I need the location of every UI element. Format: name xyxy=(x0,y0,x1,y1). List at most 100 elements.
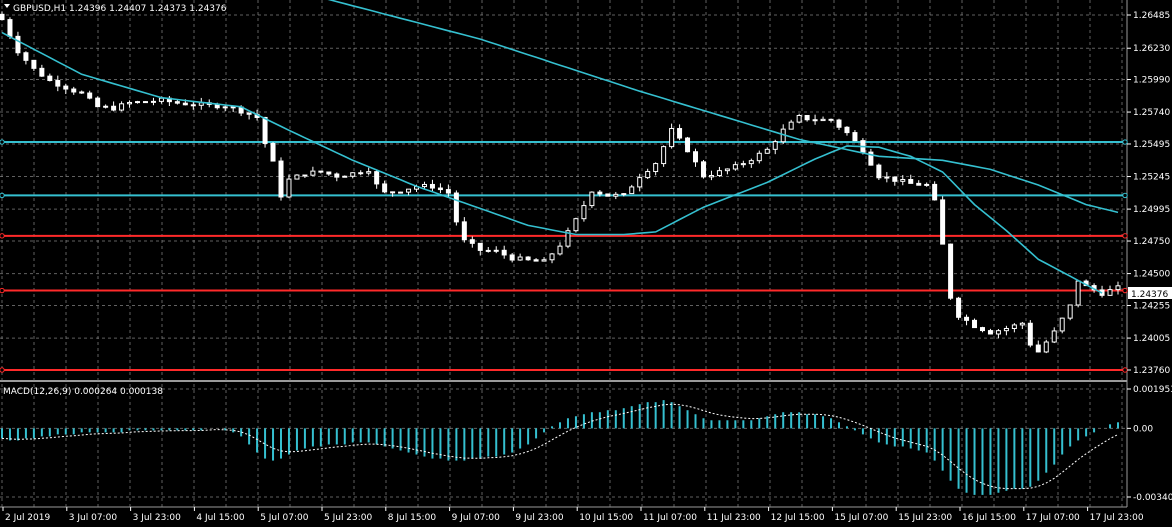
candle-body xyxy=(589,191,595,207)
candle-body xyxy=(182,102,188,106)
price-scale[interactable]: 1.26485 1.26230 1.25990 1.25740 1.25495 1.252… xyxy=(1127,11,1170,376)
candle-body xyxy=(485,249,491,252)
level-handle-icon[interactable] xyxy=(1122,367,1128,373)
candle-body xyxy=(222,106,228,109)
candle-body xyxy=(55,80,61,87)
candle-body xyxy=(621,193,627,196)
candle-body xyxy=(493,249,499,252)
candle-body xyxy=(716,170,722,176)
candle-body xyxy=(979,327,985,332)
current-price-label: 1.24376 xyxy=(1128,287,1172,300)
candle-body xyxy=(278,160,284,198)
candle-body xyxy=(820,118,826,122)
candle-body xyxy=(804,114,810,121)
candle-body xyxy=(557,245,563,255)
candle-body xyxy=(972,319,978,329)
moving-average-slow xyxy=(327,0,1119,214)
moving-average-fast xyxy=(1,31,1103,294)
candle-body xyxy=(884,176,890,179)
price-label: 1.25740 xyxy=(1133,108,1170,118)
macd-scale-label: 0.001953 xyxy=(1133,385,1172,395)
candle-body xyxy=(350,172,356,177)
candle-body xyxy=(1075,280,1081,306)
level-handle-icon[interactable] xyxy=(0,192,5,199)
candle-body xyxy=(541,259,547,262)
candle-body xyxy=(637,177,643,188)
level-handle-icon[interactable] xyxy=(0,139,5,145)
macd-pane[interactable] xyxy=(0,382,1127,507)
candle-body xyxy=(964,316,970,321)
candle-body xyxy=(374,171,380,185)
price-label: 1.25245 xyxy=(1133,173,1170,183)
level-handle-icon[interactable] xyxy=(0,287,5,294)
candle-body xyxy=(39,67,45,77)
macd-title: MACD(12,26,9) 0.000264 0.000138 xyxy=(3,387,163,397)
candle-body xyxy=(31,59,37,69)
candle-body xyxy=(334,173,340,178)
candle-body xyxy=(828,118,834,121)
candle-body xyxy=(900,178,906,182)
time-label: 17 Jul 23:00 xyxy=(1090,513,1144,523)
level-handle-icon[interactable] xyxy=(1122,287,1128,294)
candle-body xyxy=(366,171,372,174)
time-label: 9 Jul 23:00 xyxy=(515,513,564,523)
candle-body xyxy=(916,182,922,186)
price-label: 1.23760 xyxy=(1133,366,1170,376)
macd-histogram xyxy=(1,400,1119,495)
candle-body xyxy=(135,101,141,104)
candle-body xyxy=(421,183,427,188)
time-label: 5 Jul 23:00 xyxy=(324,513,373,523)
candle-body xyxy=(398,191,404,194)
candle-body xyxy=(645,171,651,179)
candle-body xyxy=(142,101,148,104)
candle-body xyxy=(111,105,117,111)
candle-body xyxy=(342,175,348,178)
candle-body xyxy=(0,13,5,21)
time-label: 15 Jul 07:00 xyxy=(834,513,888,523)
candle-body xyxy=(445,189,451,194)
candle-body xyxy=(677,128,683,139)
time-label: 8 Jul 15:00 xyxy=(388,513,437,523)
candle-body xyxy=(852,132,858,142)
candle-body xyxy=(995,330,1001,335)
level-handle-icon[interactable] xyxy=(1122,233,1128,239)
candle-body xyxy=(892,176,898,182)
time-label: 4 Jul 15:00 xyxy=(196,513,245,523)
candle-body xyxy=(756,152,762,162)
candle-body xyxy=(844,126,850,134)
candle-body xyxy=(987,330,993,335)
time-label: 3 Jul 07:00 xyxy=(69,513,118,523)
candle-body xyxy=(533,259,539,262)
candle-body xyxy=(246,112,252,115)
candle-body xyxy=(868,151,874,166)
level-handle-icon[interactable] xyxy=(1122,139,1128,145)
chart-title: GBPUSD,H1 1.24396 1.24407 1.24373 1.2437… xyxy=(13,4,227,14)
triangle-down-icon[interactable] xyxy=(4,4,10,8)
candle-body xyxy=(1003,327,1009,332)
candle-body xyxy=(1027,322,1033,346)
candle-body xyxy=(812,119,818,122)
level-handle-icon[interactable] xyxy=(0,367,5,373)
candle-body xyxy=(700,161,706,178)
candle-body xyxy=(740,163,746,166)
time-label: 17 Jul 07:00 xyxy=(1026,513,1080,523)
candle-body xyxy=(1107,289,1113,296)
candle-body xyxy=(581,205,587,220)
level-handle-icon[interactable] xyxy=(0,233,5,239)
time-scale[interactable]: 2 Jul 2019 3 Jul 07:00 3 Jul 23:00 4 Jul 15… xyxy=(2,507,1144,523)
current-price-text: 1.24376 xyxy=(1131,290,1168,300)
main-pane[interactable] xyxy=(0,0,1127,380)
candle-body xyxy=(549,253,555,261)
horizontal-levels[interactable] xyxy=(0,139,1128,373)
candle-body xyxy=(613,193,619,197)
candle-body xyxy=(477,242,483,251)
candle-body xyxy=(836,119,842,128)
candle-body xyxy=(772,141,778,150)
price-label: 1.24995 xyxy=(1133,205,1170,215)
candle-body xyxy=(302,174,308,177)
level-handle-icon[interactable] xyxy=(1122,192,1128,199)
macd-scale[interactable]: 0.001953 0.00 -0.003408 xyxy=(1127,385,1172,503)
candle-body xyxy=(230,106,236,109)
time-label: 3 Jul 23:00 xyxy=(133,513,182,523)
